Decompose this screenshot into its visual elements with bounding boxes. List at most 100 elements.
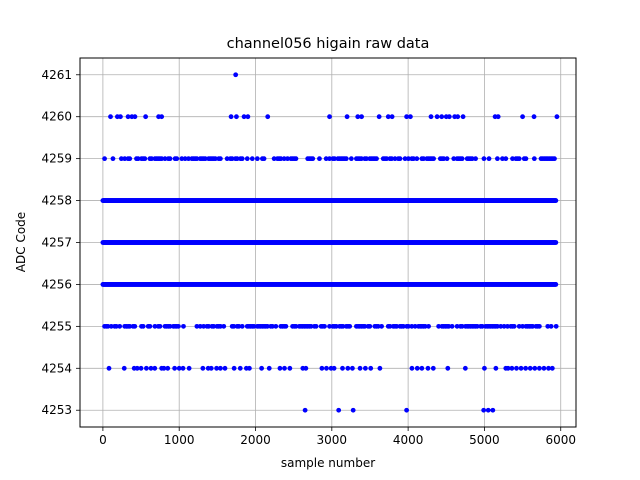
data-point <box>344 114 350 120</box>
data-point <box>266 365 272 371</box>
data-point <box>265 323 270 329</box>
data-point <box>348 156 354 162</box>
data-point <box>108 323 114 329</box>
data-point <box>402 156 408 162</box>
data-point <box>536 365 542 371</box>
data-point <box>285 156 290 162</box>
data-point <box>287 365 293 371</box>
y-tick-label: 4260 <box>41 110 72 124</box>
data-point <box>327 323 332 329</box>
data-point <box>180 365 186 371</box>
x-tick-label: 3000 <box>317 433 348 447</box>
data-point <box>406 156 411 162</box>
data-point <box>455 114 461 120</box>
data-point <box>536 323 542 329</box>
data-point <box>436 323 442 329</box>
data-point <box>474 323 480 329</box>
data-point <box>514 365 519 371</box>
data-point <box>241 114 247 120</box>
data-point <box>425 365 431 371</box>
data-point <box>261 156 267 162</box>
data-point <box>451 156 457 162</box>
data-point <box>503 156 509 162</box>
data-point <box>147 323 153 329</box>
data-point <box>106 365 112 371</box>
data-point <box>509 365 515 371</box>
y-tick-label: 4261 <box>41 68 72 82</box>
data-point <box>473 156 478 162</box>
x-tick-label: 0 <box>99 433 107 447</box>
data-point <box>293 156 299 162</box>
data-point <box>359 156 364 162</box>
data-point <box>310 156 316 162</box>
data-point <box>481 156 487 162</box>
data-point <box>221 323 227 329</box>
data-point <box>446 323 452 329</box>
data-point <box>441 156 447 162</box>
data-point <box>409 365 415 371</box>
data-point <box>419 365 425 371</box>
x-tick-label: 6000 <box>545 433 576 447</box>
data-point <box>206 323 212 329</box>
y-tick-label: 4258 <box>41 194 72 208</box>
data-point <box>549 365 555 371</box>
data-point <box>523 156 529 162</box>
data-point <box>485 407 491 413</box>
data-point <box>404 407 409 413</box>
data-point <box>520 114 525 120</box>
data-point <box>384 156 389 162</box>
data-point <box>259 365 265 371</box>
data-point <box>421 156 426 162</box>
data-point <box>482 365 487 371</box>
data-point <box>331 365 337 371</box>
data-point <box>324 365 329 371</box>
data-point <box>122 156 128 162</box>
data-point <box>302 407 308 413</box>
data-point <box>469 156 475 162</box>
data-point <box>165 365 171 371</box>
data-point <box>552 156 557 162</box>
y-tick-label: 4253 <box>41 403 72 417</box>
data-point <box>293 323 299 329</box>
data-point <box>134 365 140 371</box>
data-point <box>343 156 349 162</box>
y-tick-label: 4256 <box>41 277 72 291</box>
data-point <box>374 156 379 162</box>
data-point <box>138 365 144 371</box>
data-point <box>412 323 418 329</box>
data-point <box>531 114 537 120</box>
data-point <box>498 323 504 329</box>
data-point <box>347 323 353 329</box>
data-point <box>181 323 186 329</box>
data-point <box>127 323 133 329</box>
data-point <box>218 156 223 162</box>
data-point <box>409 323 415 329</box>
data-point <box>186 365 192 371</box>
data-point <box>446 114 452 120</box>
data-point <box>394 323 400 329</box>
data-point <box>202 156 208 162</box>
data-point <box>387 323 393 329</box>
data-point <box>414 365 420 371</box>
data-point <box>200 365 206 371</box>
data-point <box>548 323 554 329</box>
data-point <box>520 323 525 329</box>
data-point <box>254 156 260 162</box>
axis-ticks: 0 1000 2000 3000 4000 5000 6000 4253 4254 4255 425… <box>41 68 576 447</box>
data-point <box>132 114 138 120</box>
data-point <box>545 323 551 329</box>
data-point <box>530 323 536 329</box>
data-point <box>350 407 356 413</box>
data-point <box>234 156 240 162</box>
data-point <box>505 323 510 329</box>
data-point <box>143 114 149 120</box>
x-tick-label: 2000 <box>240 433 271 447</box>
data-point <box>176 323 181 329</box>
data-point <box>332 156 337 162</box>
data-point <box>148 365 154 371</box>
data-point <box>495 156 500 162</box>
x-tick-label: 4000 <box>393 433 424 447</box>
data-point <box>340 365 345 371</box>
data-point <box>449 323 455 329</box>
